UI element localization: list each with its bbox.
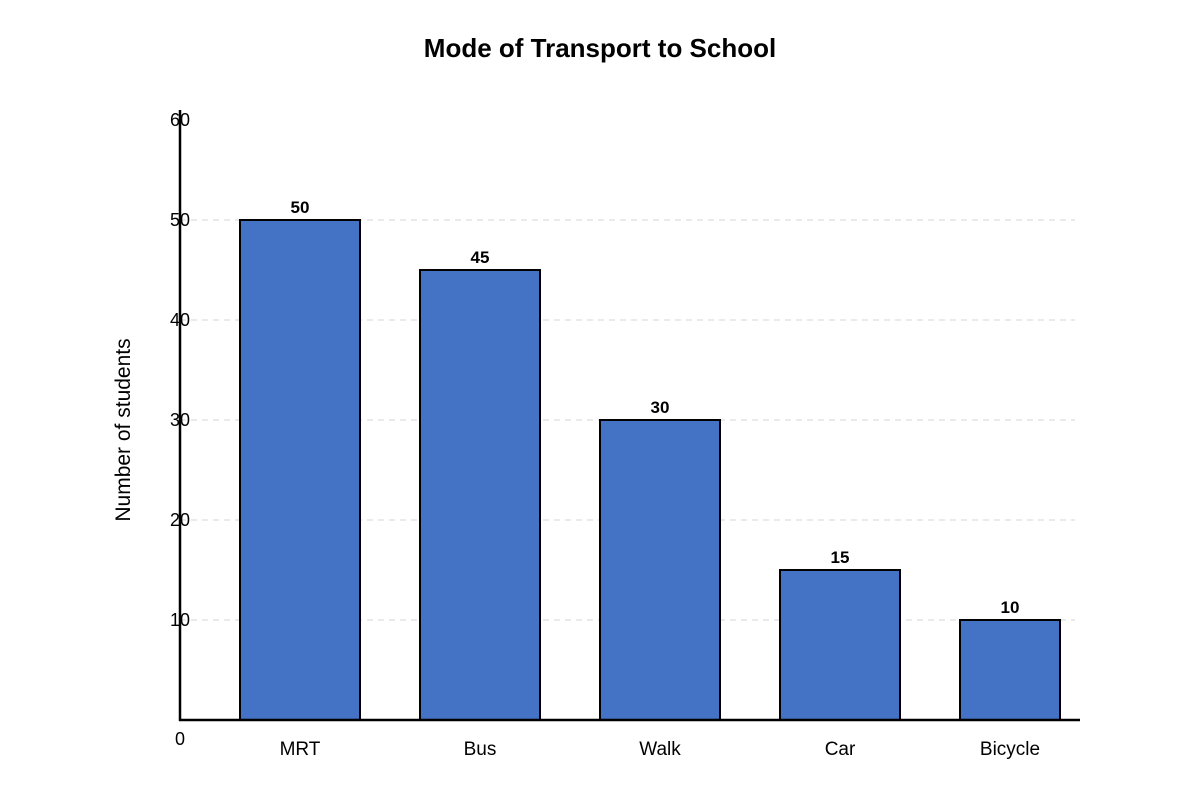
x-tick-label: Bus	[464, 739, 497, 760]
data-label: 10	[1001, 598, 1020, 617]
data-label: 50	[291, 198, 310, 217]
data-labels: 50 45 30 15 10	[291, 198, 1020, 617]
y-tick-labels: 0 10 20 30 40 50 60	[170, 110, 190, 749]
y-tick-label: 0	[175, 729, 185, 749]
y-tick-label: 10	[170, 610, 190, 630]
bar-walk	[599, 419, 721, 721]
y-tick-label: 30	[170, 410, 190, 430]
x-tick-label: Bicycle	[980, 739, 1040, 760]
chart-title: Mode of Transport to School	[423, 33, 777, 63]
x-category-labels: MRT Bus Walk Car Bicycle	[280, 739, 1041, 760]
data-label: 30	[651, 398, 670, 417]
x-tick-label: MRT	[280, 739, 321, 760]
data-label: 45	[471, 248, 490, 267]
bar-bicycle	[959, 619, 1061, 721]
bar-car	[779, 569, 901, 721]
data-label: 15	[831, 548, 850, 567]
y-tick-label: 60	[170, 110, 190, 130]
y-tick-label: 40	[170, 310, 190, 330]
y-tick-label: 20	[170, 510, 190, 530]
y-axis-title: Number of students	[112, 338, 135, 521]
y-tick-label: 50	[170, 210, 190, 230]
bar-bus	[419, 269, 541, 721]
x-tick-label: Car	[825, 739, 856, 760]
axes	[178, 110, 1080, 722]
bar-mrt	[239, 219, 361, 721]
x-tick-label: Walk	[639, 739, 681, 760]
bars	[239, 219, 1061, 721]
